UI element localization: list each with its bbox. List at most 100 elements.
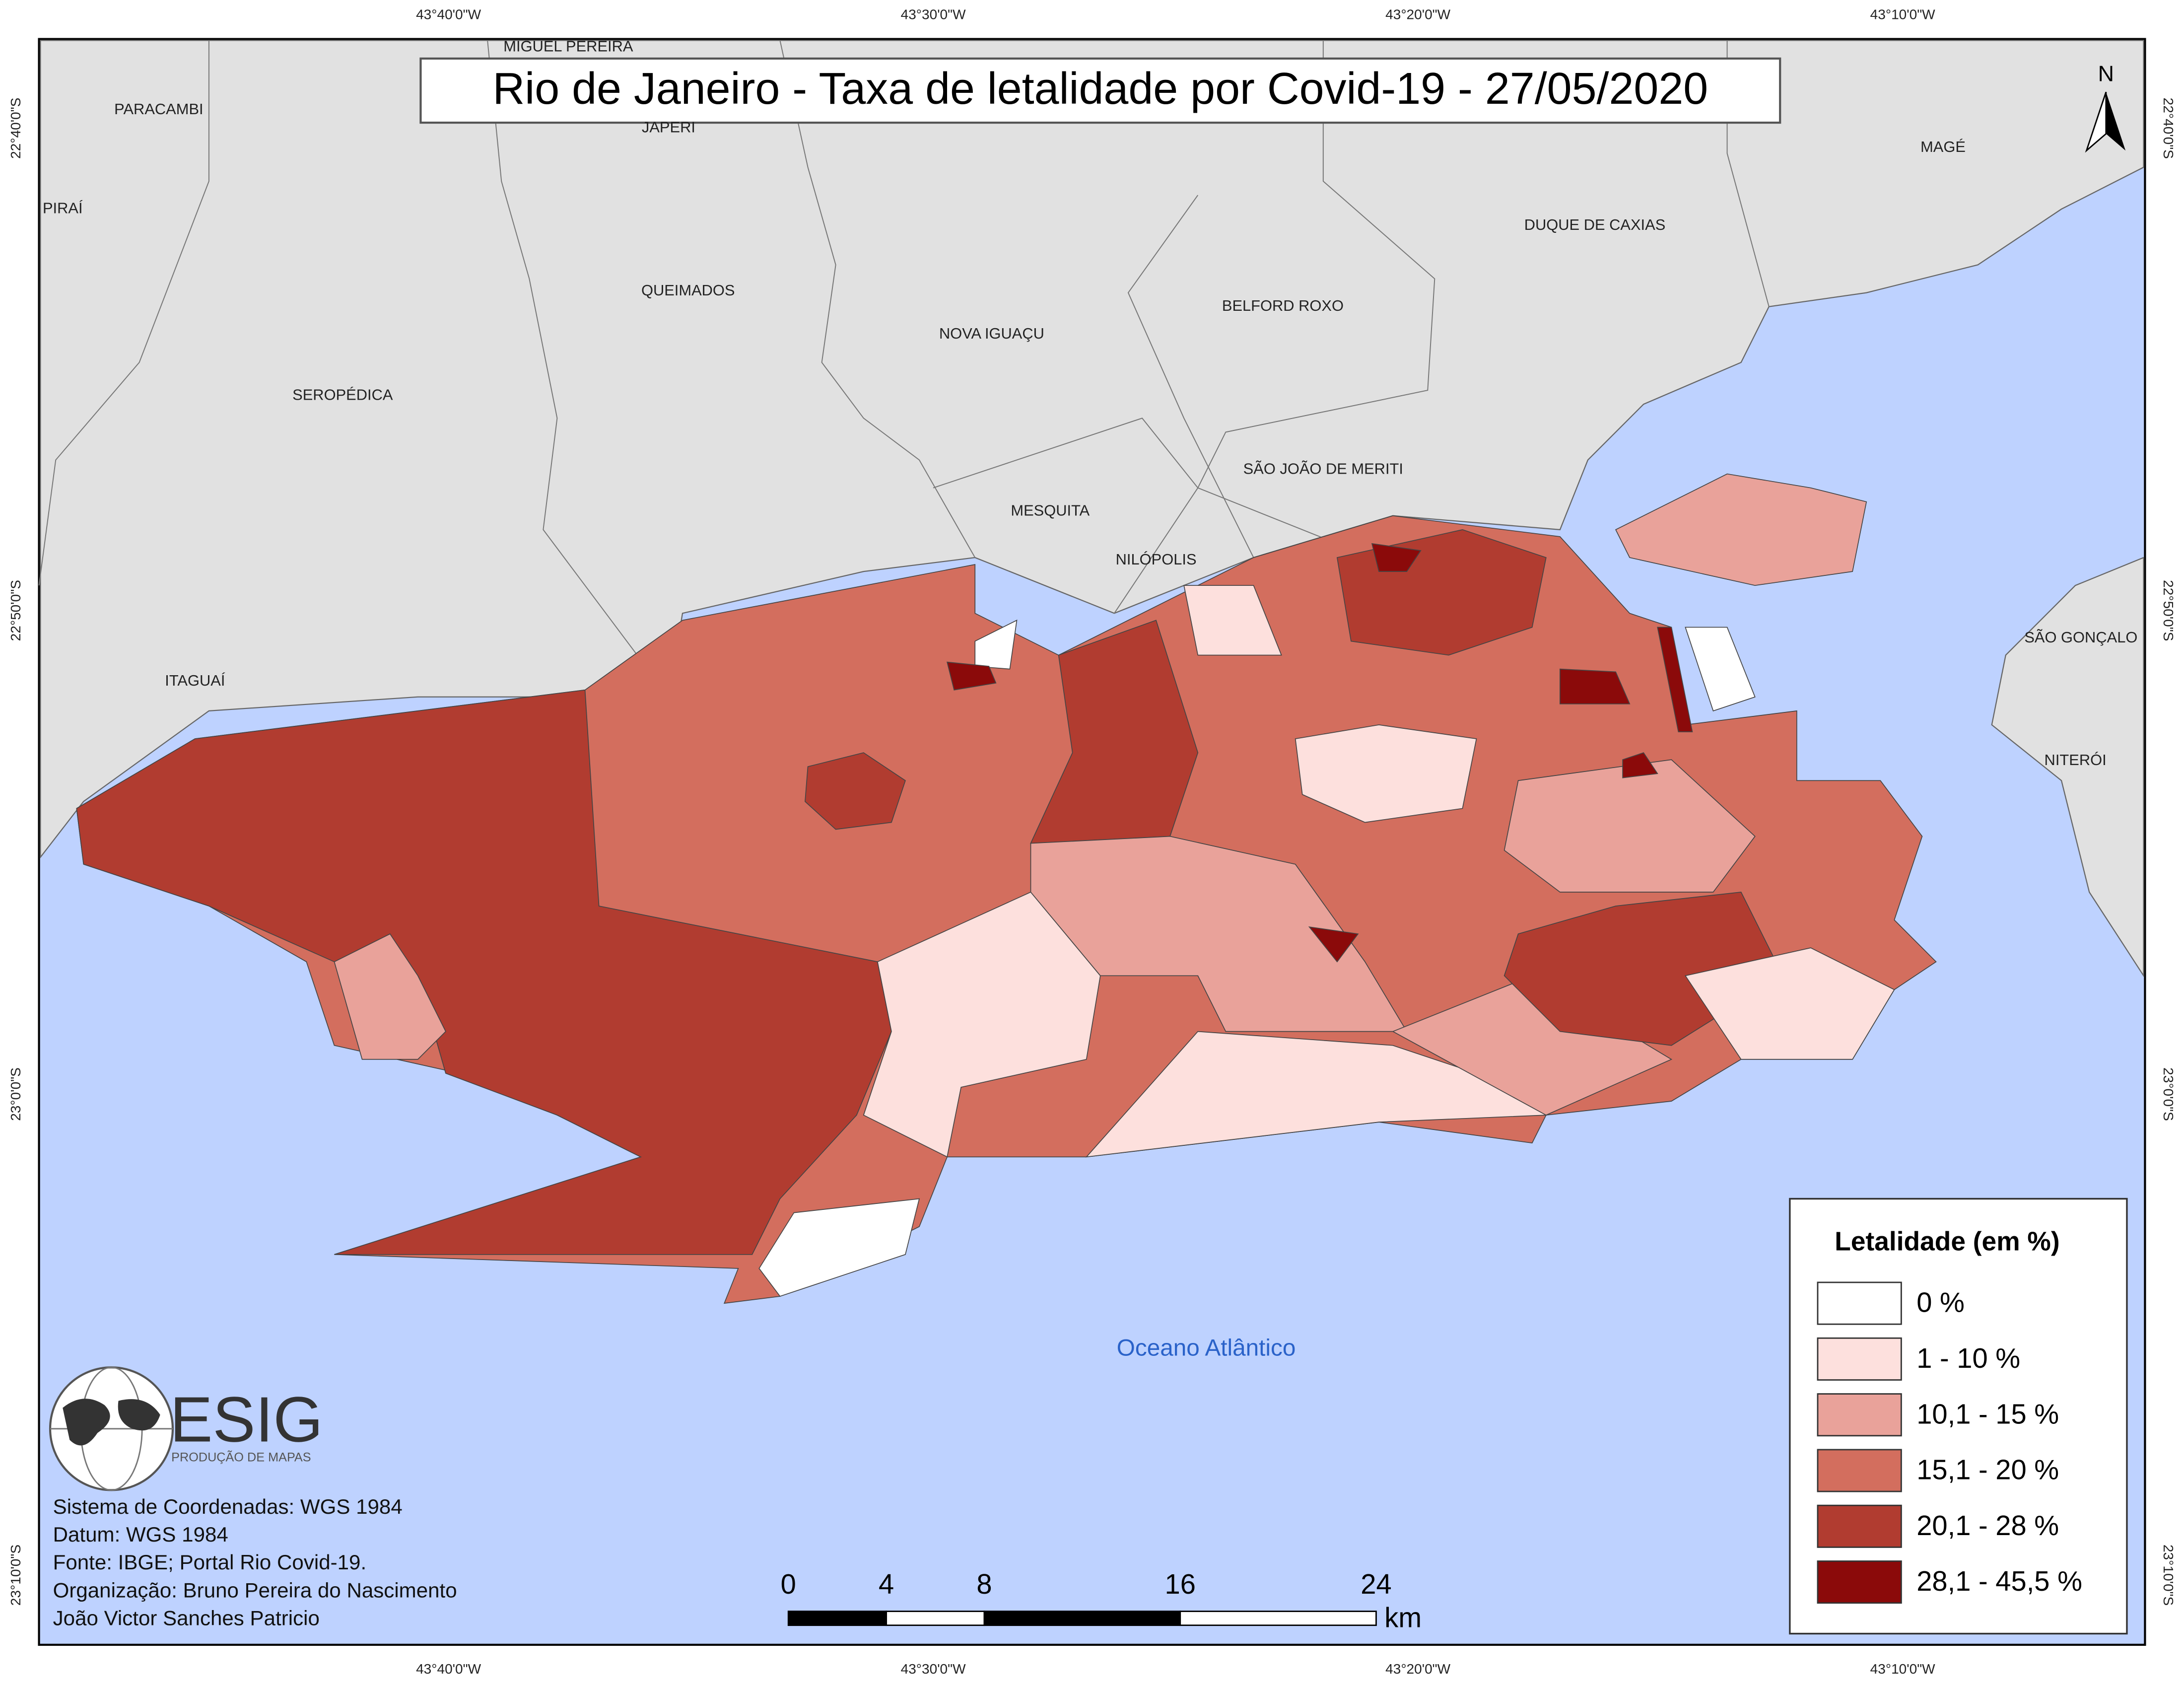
scale-tick-label: 4 — [879, 1568, 894, 1600]
scale-tick-label: 16 — [1165, 1568, 1196, 1600]
scale-segment — [983, 1611, 1181, 1626]
lon-label: 43°20'0"W — [1385, 1661, 1450, 1677]
place-label: NITERÓI — [2045, 751, 2107, 769]
rio-neighbourhoods — [76, 473, 1937, 1304]
region — [1295, 724, 1477, 823]
legend-label: 28,1 - 45,5 % — [1916, 1565, 2082, 1597]
credit-line: Fonte: IBGE; Portal Rio Covid-19. — [53, 1550, 367, 1574]
lon-label: 43°10'0"W — [1870, 1661, 1935, 1677]
lat-label: 22°50'0"S — [8, 580, 23, 641]
region — [1560, 668, 1631, 704]
lat-label: 23°0'0"S — [8, 1067, 23, 1121]
lat-label: 22°40'0"S — [2161, 98, 2176, 159]
region — [1657, 627, 1693, 732]
lon-label: 43°40'0"W — [416, 1661, 481, 1677]
place-label: DUQUE DE CAXIAS — [1524, 216, 1666, 233]
lon-label: 43°20'0"W — [1385, 6, 1450, 22]
scale-tick-label: 0 — [781, 1568, 796, 1600]
scale-segment — [886, 1611, 985, 1626]
legend-label: 1 - 10 % — [1916, 1342, 2020, 1374]
scale-tick-label: 24 — [1361, 1568, 1391, 1600]
lon-label: 43°40'0"W — [416, 6, 481, 22]
region — [1685, 627, 1756, 711]
lat-label: 23°10'0"S — [2161, 1545, 2176, 1606]
place-label: SEROPÉDICA — [292, 386, 393, 404]
legend-swatch — [1817, 1504, 1902, 1548]
scale-segment — [1179, 1611, 1377, 1626]
borders — [487, 40, 669, 698]
region — [1685, 947, 1895, 1060]
legend-label: 15,1 - 20 % — [1916, 1454, 2059, 1485]
place-label: MESQUITA — [1011, 502, 1090, 519]
place-label: SÃO GONÇALO — [2024, 629, 2137, 646]
credit-line: João Victor Sanches Patricio — [53, 1607, 320, 1630]
region — [334, 933, 446, 1060]
logo: ESIG PRODUÇÃO DE MAPAS — [49, 1366, 323, 1491]
arrow-right — [2106, 92, 2126, 151]
logo-name: ESIG — [170, 1384, 323, 1455]
place-label: QUEIMADOS — [641, 281, 735, 299]
legend-title: Letalidade (em %) — [1835, 1227, 2059, 1256]
region — [758, 1198, 920, 1297]
borders — [1127, 195, 1254, 558]
legend-swatch — [1817, 1560, 1902, 1604]
land-east — [1991, 557, 2144, 978]
legend: Letalidade (em %) 0 % 1 - 10 % 10,1 - 15 %… — [1789, 1197, 2128, 1635]
credit-line: Organização: Bruno Pereira do Nascimento — [53, 1578, 457, 1602]
region — [947, 661, 997, 691]
region — [1371, 543, 1422, 572]
lat-label: 22°50'0"S — [2161, 580, 2176, 641]
logo-continents — [63, 1399, 160, 1446]
credits: Sistema de Coordenadas: WGS 1984 Datum: … — [53, 1495, 457, 1630]
place-label: JAPERI — [642, 118, 695, 136]
region — [1615, 473, 1867, 586]
title-box — [419, 57, 1781, 124]
neighbour-land — [38, 40, 2144, 978]
legend-label: 10,1 - 15 % — [1916, 1398, 2059, 1429]
place-label: BELFORD ROXO — [1222, 297, 1344, 314]
lon-label: 43°30'0"W — [901, 1661, 966, 1677]
credit-line: Datum: WGS 1984 — [53, 1523, 228, 1546]
scale-unit: km — [1384, 1602, 1422, 1633]
graticule-labels: 43°40'0"W 43°30'0"W 43°20'0"W 43°10'0"W … — [8, 6, 2176, 1677]
borders — [933, 418, 1199, 614]
place-label: ITAGUAÍ — [165, 672, 225, 689]
region — [1308, 926, 1359, 963]
region — [1622, 752, 1658, 778]
place-label: PIRAÍ — [43, 199, 83, 216]
north-label: N — [2098, 61, 2114, 86]
place-label: NILÓPOLIS — [1116, 551, 1197, 568]
logo-tagline: PRODUÇÃO DE MAPAS — [171, 1450, 311, 1464]
lon-label: 43°30'0"W — [901, 6, 966, 22]
lat-label: 23°0'0"S — [2161, 1067, 2176, 1121]
region — [1030, 836, 1408, 1032]
legend-swatch — [1817, 1393, 1902, 1437]
place-label: MAGÉ — [1920, 138, 1966, 155]
credit-line: Sistema de Coordenadas: WGS 1984 — [53, 1495, 403, 1518]
region — [1183, 585, 1282, 656]
region — [1503, 759, 1756, 893]
region — [1392, 975, 1673, 1116]
place-label: NOVA IGUAÇU — [939, 325, 1044, 342]
legend-label: 0 % — [1916, 1287, 1965, 1318]
north-arrow: N — [2085, 61, 2126, 153]
place-label: PARACAMBI — [114, 100, 203, 118]
map-title: Rio de Janeiro - Taxa de letalidade por … — [492, 64, 1708, 114]
ocean-label: Oceano Atlântico — [1117, 1335, 1296, 1361]
lon-label: 43°10'0"W — [1870, 6, 1935, 22]
lat-label: 22°40'0"S — [8, 98, 23, 159]
place-labels: MIGUEL PEREIRA PARACAMBI JAPERI PIRAÍ MA… — [43, 38, 2137, 769]
region — [974, 619, 1018, 670]
borders — [38, 40, 209, 586]
region — [76, 689, 892, 1255]
borders — [779, 40, 976, 558]
scale-segment — [787, 1611, 887, 1626]
legend-swatch — [1817, 1449, 1902, 1492]
place-label: MIGUEL PEREIRA — [503, 38, 633, 55]
scale-tick-label: 8 — [976, 1568, 992, 1600]
region — [805, 752, 906, 830]
legend-swatch — [1817, 1337, 1902, 1381]
arrow-left — [2085, 91, 2107, 153]
